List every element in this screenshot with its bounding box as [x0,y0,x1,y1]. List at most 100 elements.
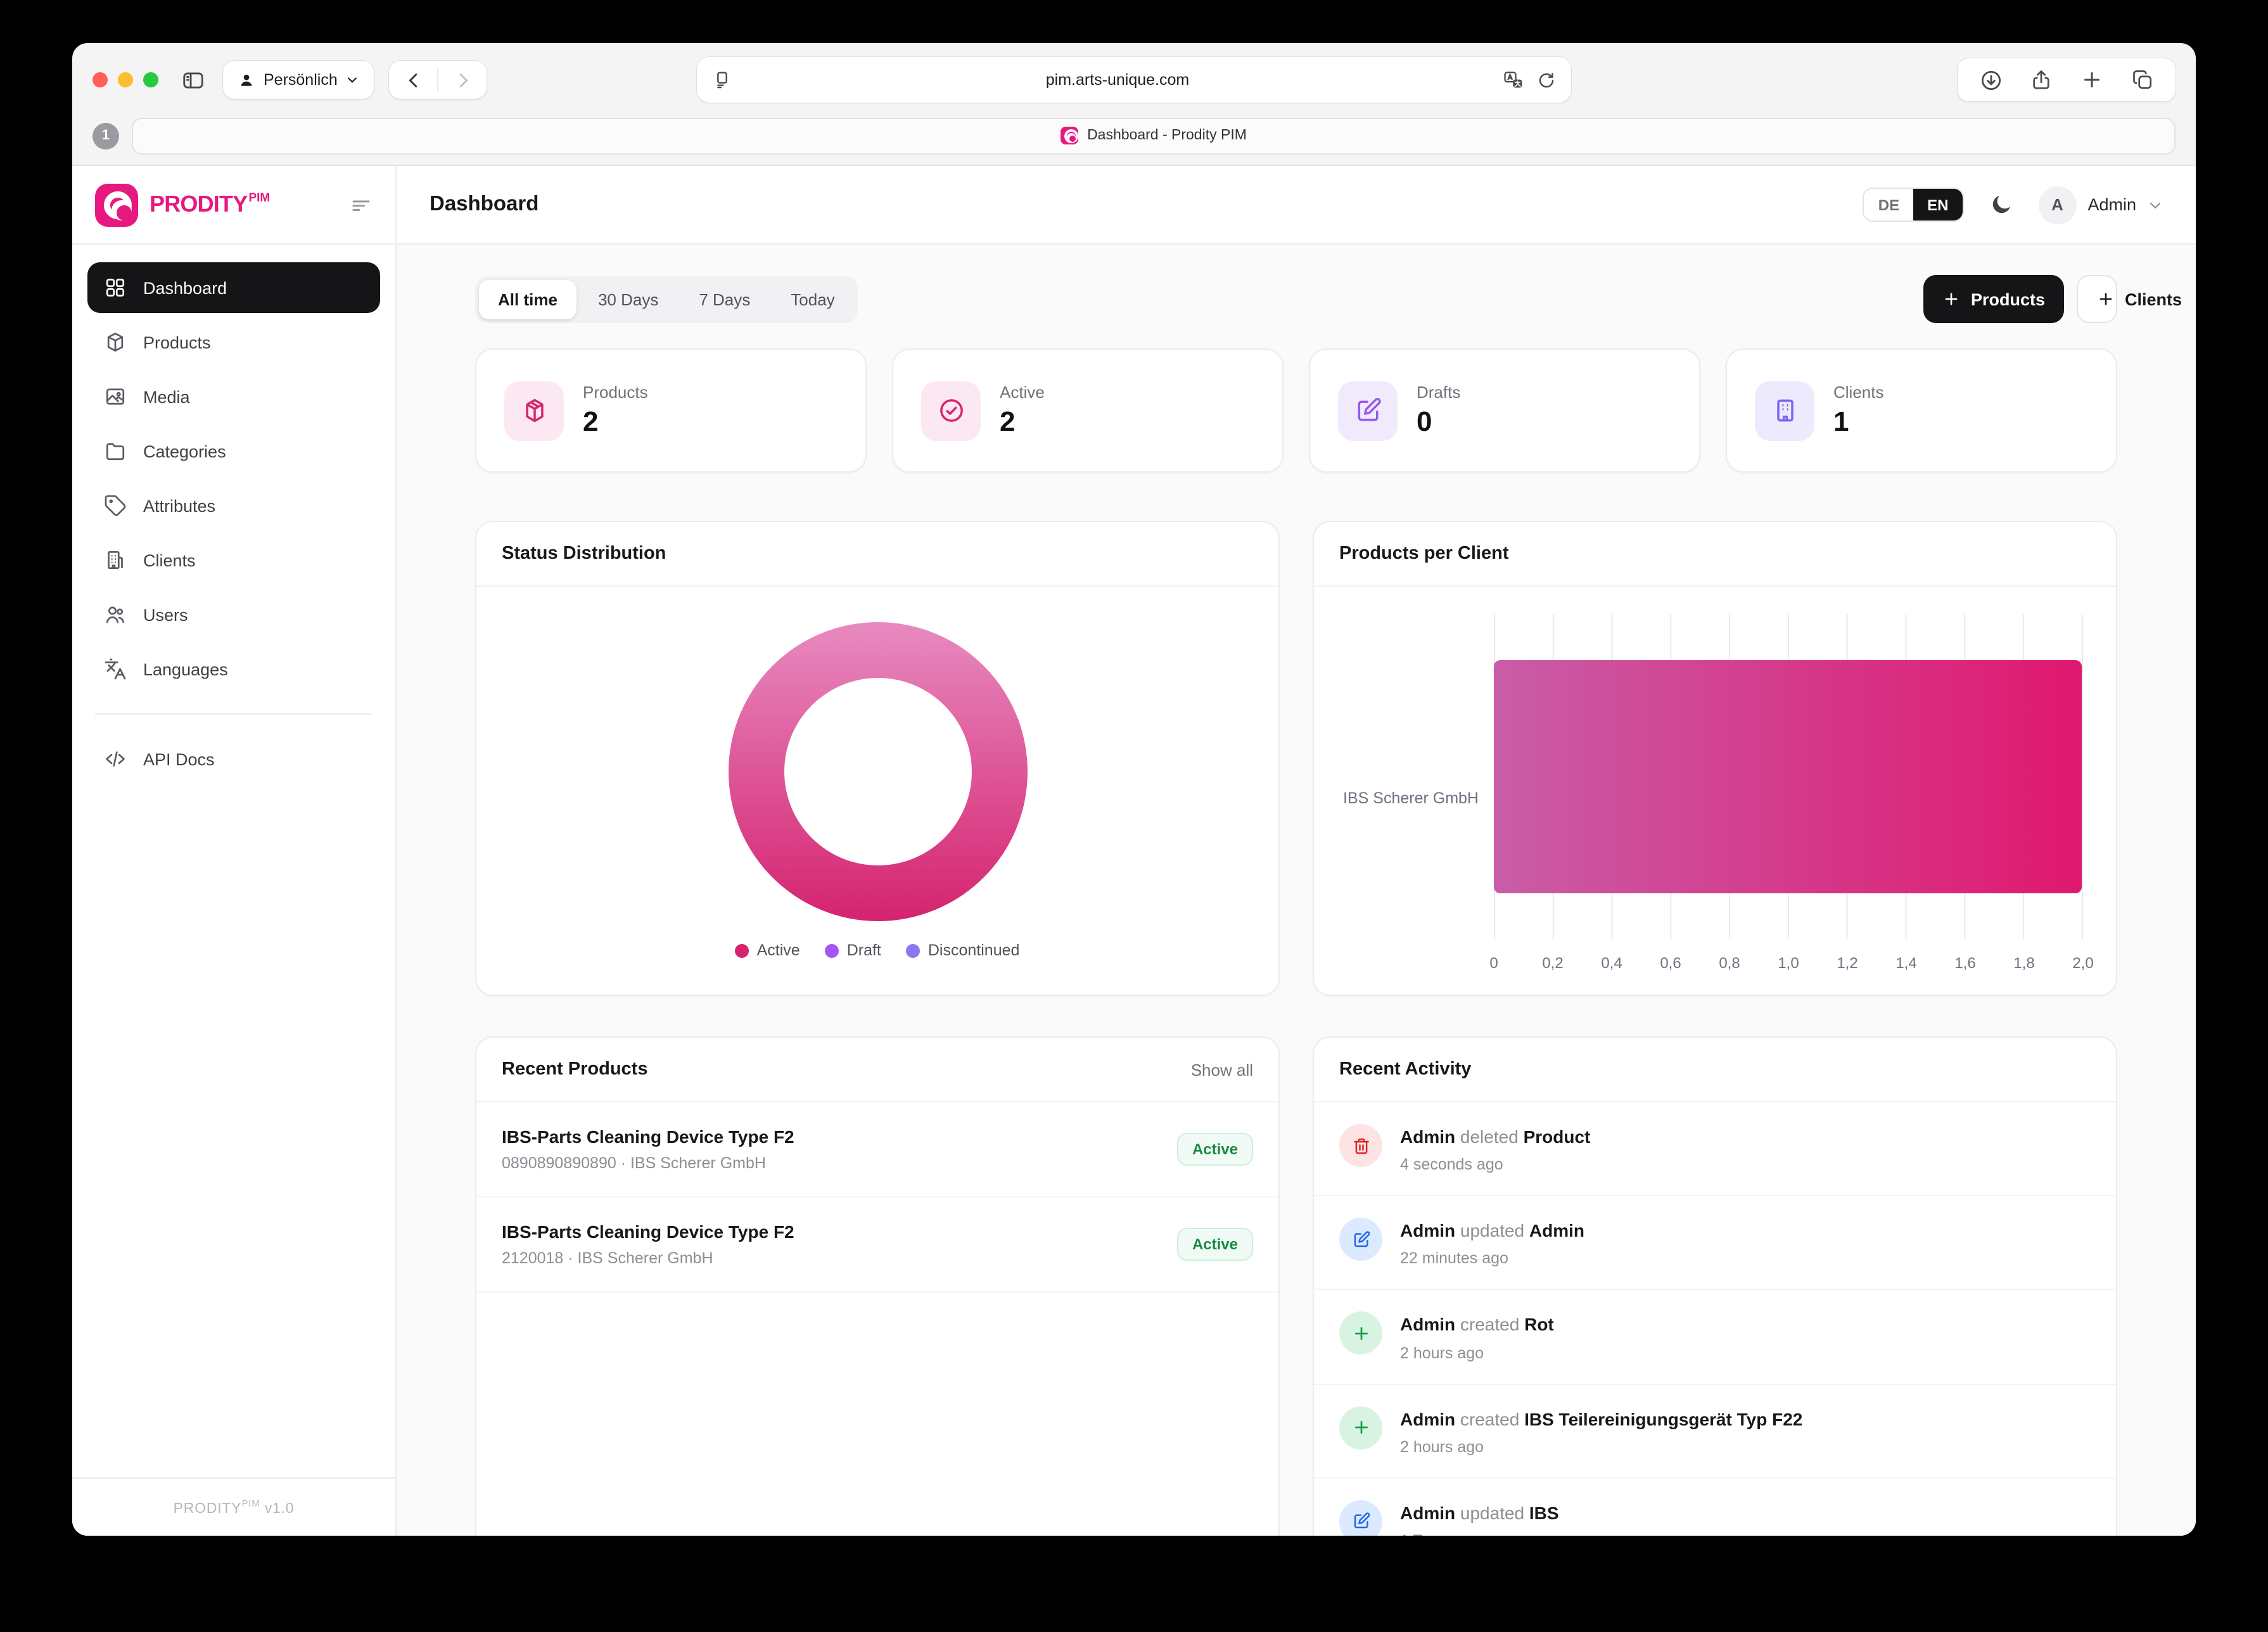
activity-row: Admin created Rot 2 hours ago [1314,1291,2116,1385]
product-row[interactable]: IBS-Parts Cleaning Device Type F2 212001… [476,1197,1278,1292]
plus-icon [1339,1311,1382,1355]
tab-all-time[interactable]: All time [479,279,577,319]
package-icon [104,331,127,354]
sidebar: PRODITY PIM Dashboard Products [72,166,397,1536]
reader-icon[interactable] [712,70,732,90]
dark-mode-toggle[interactable] [1989,193,2013,217]
legend-active[interactable]: Active [735,941,800,959]
status-badge: Active [1176,1228,1253,1261]
share-icon[interactable] [2016,58,2067,101]
building-icon [104,549,127,571]
tab-7-days[interactable]: 7 Days [699,290,751,309]
product-row[interactable]: IBS-Parts Cleaning Device Type F2 089089… [476,1102,1278,1197]
plus-icon [1339,1406,1382,1450]
legend-dot [825,943,839,957]
chart-title: Products per Client [1339,544,1509,564]
folder-icon [104,440,127,462]
history-nav [389,61,487,99]
toolbar-actions [1958,58,2176,101]
tab-overview-icon[interactable] [2117,58,2168,101]
page-title: Dashboard [430,193,539,215]
minimize-window-button[interactable] [118,72,133,87]
cube-icon [504,381,564,440]
tab-title: Dashboard - Prodity PIM [1087,128,1247,143]
active-tab[interactable]: Dashboard - Prodity PIM [132,117,2176,154]
sidebar-item-label: Products [143,333,211,352]
code-icon [104,748,127,770]
edit-icon [1339,1218,1382,1261]
legend-dot [735,943,749,957]
sidebar-item-users[interactable]: Users [87,589,380,640]
plus-icon [1943,290,1961,308]
status-donut-chart [728,622,1027,921]
products-per-client-card: Products per Client IBS Scherer GmbH 0 [1313,521,2117,996]
building-icon [1755,381,1814,440]
sidebar-item-label: Attributes [143,496,216,515]
browser-window: Persönlich pim.arts-unique.com [72,43,2196,1536]
sidebar-item-products[interactable]: Products [87,317,380,367]
image-icon [104,385,127,408]
sidebar-collapse-icon[interactable] [350,193,373,216]
profile-menu[interactable]: Persönlich [223,61,374,99]
users-icon [104,603,127,626]
legend-discontinued[interactable]: Discontinued [906,941,1019,959]
reload-icon[interactable] [1537,70,1556,89]
forward-button[interactable] [439,61,487,99]
stat-cards: Products 2 Active 2 Drafts 0 [475,348,2117,473]
sidebar-item-dashboard[interactable]: Dashboard [87,262,380,313]
donut-legend: Active Draft Discontinued [735,941,1019,959]
tab-today[interactable]: Today [791,290,835,309]
tab-strip: 1 Dashboard - Prodity PIM [72,117,2196,165]
sidebar-item-label: Clients [143,551,196,570]
app-logo[interactable]: PRODITY PIM [95,183,270,226]
tab-group-count[interactable]: 1 [92,122,119,149]
sidebar-item-categories[interactable]: Categories [87,426,380,476]
lang-de-button[interactable]: DE [1864,189,1914,220]
language-toggle: DE EN [1863,188,1964,222]
legend-dot [906,943,921,957]
legend-draft[interactable]: Draft [825,941,881,959]
trash-icon [1339,1124,1382,1167]
chevron-down-icon [347,73,359,86]
add-clients-button[interactable]: Clients [2077,275,2182,323]
sidebar-item-attributes[interactable]: Attributes [87,480,380,531]
back-button[interactable] [390,61,438,99]
translate-icon[interactable] [1503,69,1524,91]
sidebar-item-clients[interactable]: Clients [87,535,380,585]
sidebar-item-languages[interactable]: Languages [87,644,380,694]
activity-row: Admin deleted Product 4 seconds ago [1314,1102,2116,1197]
plus-icon [2097,290,2115,308]
close-window-button[interactable] [92,72,108,87]
stat-card-clients: Clients 1 [1726,348,2117,473]
bar-ibs-scherer [1494,660,2082,894]
prodity-logo-icon [95,183,138,226]
stat-card-drafts: Drafts 0 [1309,348,1700,473]
zoom-window-button[interactable] [143,72,158,87]
main-area: Dashboard DE EN A Admin [397,166,2196,1536]
add-products-button[interactable]: Products [1923,275,2064,323]
bar-chart-plot [1494,615,2083,939]
sidebar-item-media[interactable]: Media [87,371,380,422]
show-all-link[interactable]: Show all [1190,1060,1253,1079]
chart-title: Status Distribution [502,544,666,564]
new-tab-icon[interactable] [2067,58,2117,101]
tab-30-days[interactable]: 30 Days [597,290,659,309]
sidebar-item-label: API Docs [143,749,215,768]
x-axis-ticks: 0 0,2 0,4 0,6 0,8 1,0 1,2 1,4 1,6 [1489,954,2094,972]
recent-activity-card: Recent Activity Admin deleted Product 4 … [1313,1036,2117,1536]
pencil-square-icon [1338,381,1398,440]
sidebar-item-label: Users [143,605,188,624]
user-menu[interactable]: A Admin [2038,186,2163,224]
url-bar[interactable]: pim.arts-unique.com [697,57,1571,103]
stat-card-active: Active 2 [892,348,1284,473]
sidebar-nav: Dashboard Products Media Categories [72,245,395,784]
sidebar-item-api-docs[interactable]: API Docs [87,734,380,784]
languages-icon [104,658,127,680]
lang-en-button[interactable]: EN [1913,189,1963,220]
downloads-icon[interactable] [1965,58,2016,101]
sidebar-item-label: Media [143,387,190,406]
sidebar-item-label: Categories [143,442,226,461]
stat-card-products: Products 2 [475,348,867,473]
sidebar-toggle-icon[interactable] [181,68,205,92]
